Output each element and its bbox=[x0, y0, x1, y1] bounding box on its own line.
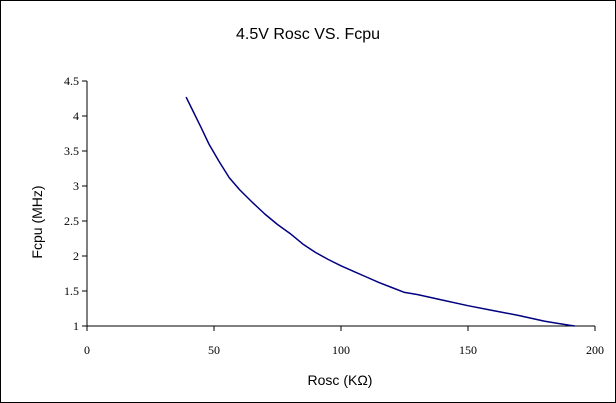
x-axis-label: Rosc (KΩ) bbox=[308, 372, 373, 388]
plot-area: 1 1.5 2 2.5 3 3.5 4 4.5 0 50 100 150 200 bbox=[64, 74, 604, 357]
y-tick-label: 2 bbox=[73, 249, 79, 263]
y-tick-label: 1.5 bbox=[64, 284, 79, 298]
series-line bbox=[185, 96, 575, 327]
x-tick-label: 200 bbox=[586, 343, 604, 357]
y-tick-label: 3 bbox=[73, 179, 79, 193]
y-tick-label: 2.5 bbox=[64, 214, 79, 228]
y-tick-label: 4 bbox=[73, 109, 79, 123]
x-tick-label: 50 bbox=[208, 343, 220, 357]
y-tick-label: 1 bbox=[73, 319, 79, 333]
x-tick-label: 0 bbox=[84, 343, 90, 357]
x-tick-label: 150 bbox=[459, 343, 477, 357]
y-tick-label: 4.5 bbox=[64, 74, 79, 88]
chart-title: 4.5V Rosc VS. Fcpu bbox=[236, 26, 380, 43]
y-tick-label: 3.5 bbox=[64, 144, 79, 158]
y-axis-label: Fcpu (MHz) bbox=[29, 185, 45, 258]
x-tick-label: 100 bbox=[332, 343, 350, 357]
